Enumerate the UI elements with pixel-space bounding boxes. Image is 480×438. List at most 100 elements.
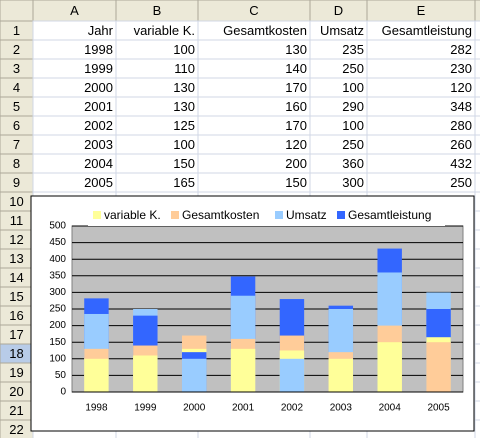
cell[interactable] bbox=[474, 39, 480, 60]
cell[interactable] bbox=[474, 400, 480, 421]
cell[interactable] bbox=[474, 58, 480, 79]
cell[interactable] bbox=[474, 153, 480, 174]
cell-text: 432 bbox=[450, 156, 472, 171]
column-header[interactable] bbox=[474, 0, 480, 22]
cell-text: 2004 bbox=[84, 156, 113, 171]
cell-text: 170 bbox=[285, 118, 307, 133]
legend-swatch bbox=[93, 211, 101, 219]
y-tick-label: 500 bbox=[49, 221, 66, 232]
cell-text: Jahr bbox=[88, 23, 114, 38]
cell-text: 300 bbox=[342, 175, 364, 190]
cell-text: 360 bbox=[342, 156, 364, 171]
row-number: 3 bbox=[13, 61, 20, 76]
cell[interactable] bbox=[474, 96, 480, 117]
cell[interactable] bbox=[474, 20, 480, 41]
row-number: 20 bbox=[9, 384, 23, 399]
legend-swatch bbox=[337, 211, 345, 219]
cell-text: 1998 bbox=[84, 42, 113, 57]
cell[interactable] bbox=[474, 115, 480, 136]
y-tick-label: 450 bbox=[49, 237, 66, 248]
cell[interactable] bbox=[474, 343, 480, 364]
bar bbox=[230, 348, 256, 392]
cell-text: 130 bbox=[173, 99, 195, 114]
bar bbox=[426, 342, 451, 392]
cell-text: 260 bbox=[450, 137, 472, 152]
x-tick-label: 2003 bbox=[330, 403, 353, 414]
legend-label: Umsatz bbox=[286, 208, 327, 222]
bar bbox=[133, 355, 158, 392]
x-tick-label: 1998 bbox=[85, 403, 108, 414]
y-tick-label: 50 bbox=[55, 370, 67, 381]
x-tick-label: 1999 bbox=[134, 403, 157, 414]
row-number: 2 bbox=[13, 42, 20, 57]
cell-text: 150 bbox=[285, 175, 307, 190]
corner bbox=[0, 0, 34, 22]
y-tick-label: 150 bbox=[49, 337, 66, 348]
row-number: 22 bbox=[9, 422, 23, 437]
cell[interactable] bbox=[474, 267, 480, 288]
cell-text: Umsatz bbox=[320, 23, 364, 38]
x-tick-label: 2001 bbox=[232, 403, 255, 414]
bar bbox=[377, 342, 402, 392]
row-number: 16 bbox=[9, 308, 23, 323]
column-letter: E bbox=[417, 3, 426, 18]
cell[interactable] bbox=[474, 286, 480, 307]
row-number: 1 bbox=[13, 23, 20, 38]
cell[interactable] bbox=[474, 362, 480, 383]
y-tick-label: 250 bbox=[49, 304, 66, 315]
cell-text: 280 bbox=[450, 118, 472, 133]
cell-text: 120 bbox=[285, 137, 307, 152]
cell-text: 130 bbox=[285, 42, 307, 57]
legend-swatch bbox=[275, 211, 283, 219]
row-number: 21 bbox=[9, 403, 23, 418]
cell[interactable] bbox=[474, 172, 480, 193]
cell[interactable] bbox=[474, 419, 480, 438]
cell-text: 2005 bbox=[84, 175, 113, 190]
bar bbox=[181, 358, 207, 392]
cell[interactable] bbox=[474, 381, 480, 402]
cell-text: 125 bbox=[173, 118, 195, 133]
cell-text: 250 bbox=[450, 175, 472, 190]
row-number: 8 bbox=[13, 156, 20, 171]
cell-text: 130 bbox=[173, 80, 195, 95]
cell[interactable] bbox=[474, 134, 480, 155]
cell-text: 140 bbox=[285, 61, 307, 76]
cell-text: 100 bbox=[173, 137, 195, 152]
cell-text: 165 bbox=[173, 175, 195, 190]
cell-text: 235 bbox=[342, 42, 364, 57]
y-tick-label: 400 bbox=[49, 254, 66, 265]
legend-swatch bbox=[171, 211, 179, 219]
cell[interactable] bbox=[474, 210, 480, 231]
cell[interactable] bbox=[474, 305, 480, 326]
row-number: 11 bbox=[10, 213, 24, 228]
cell[interactable] bbox=[474, 324, 480, 345]
cell-text: 100 bbox=[342, 118, 364, 133]
cell-text: Gesamtkosten bbox=[223, 23, 307, 38]
cell[interactable] bbox=[474, 191, 480, 212]
cell-text: 2003 bbox=[84, 137, 113, 152]
cell-text: 150 bbox=[173, 156, 195, 171]
cell-text: 100 bbox=[173, 42, 195, 57]
cell[interactable] bbox=[474, 248, 480, 269]
legend-label: Gesamtkosten bbox=[182, 208, 259, 222]
column-letter: B bbox=[153, 3, 162, 18]
x-tick-label: 2002 bbox=[281, 403, 304, 414]
row-number: 9 bbox=[13, 175, 20, 190]
cell-text: 170 bbox=[285, 80, 307, 95]
cell-text: 348 bbox=[450, 99, 472, 114]
x-tick-label: 2005 bbox=[427, 403, 450, 414]
cell-text: 100 bbox=[342, 80, 364, 95]
cell-text: 250 bbox=[342, 137, 364, 152]
row-number: 18 bbox=[9, 346, 23, 361]
cell-text: 1999 bbox=[84, 61, 113, 76]
bar bbox=[328, 358, 354, 392]
cell[interactable] bbox=[474, 77, 480, 98]
cell[interactable] bbox=[474, 229, 480, 250]
row-number: 10 bbox=[9, 194, 23, 209]
cell-text: 2002 bbox=[84, 118, 113, 133]
row-number: 4 bbox=[13, 80, 20, 95]
legend-label: Gesamtleistung bbox=[348, 208, 431, 222]
row-number: 6 bbox=[13, 118, 20, 133]
cell-text: 250 bbox=[342, 61, 364, 76]
y-tick-label: 0 bbox=[60, 387, 66, 398]
